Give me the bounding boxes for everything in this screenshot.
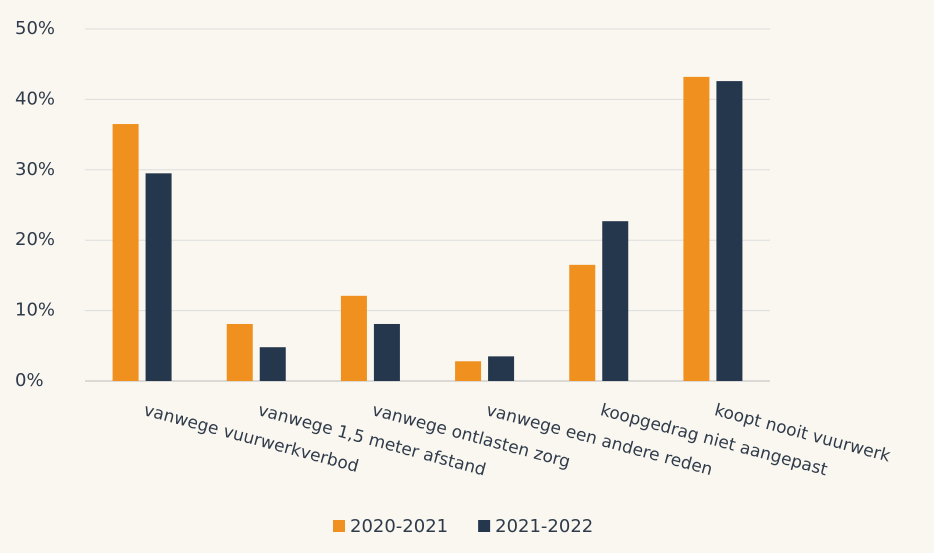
bar <box>716 81 743 381</box>
y-tick-label: 0% <box>15 370 44 391</box>
bar <box>683 76 710 381</box>
legend-label: 2020-2021 <box>350 516 448 537</box>
legend-swatch <box>333 520 345 532</box>
bar <box>569 264 596 381</box>
bar <box>340 295 367 381</box>
y-tick-label: 10% <box>15 300 55 321</box>
y-tick-label: 50% <box>15 18 55 39</box>
bar <box>602 221 629 381</box>
legend-swatch <box>478 520 491 532</box>
bar <box>488 356 515 381</box>
bar <box>455 361 482 381</box>
bar <box>112 124 139 381</box>
bar <box>373 323 400 381</box>
bar <box>259 347 286 381</box>
y-tick-label: 30% <box>15 159 55 180</box>
y-tick-label: 20% <box>15 229 55 250</box>
bar <box>145 173 172 381</box>
legend-label: 2021-2022 <box>495 516 593 537</box>
bar <box>226 323 253 381</box>
y-tick-label: 40% <box>15 88 55 109</box>
